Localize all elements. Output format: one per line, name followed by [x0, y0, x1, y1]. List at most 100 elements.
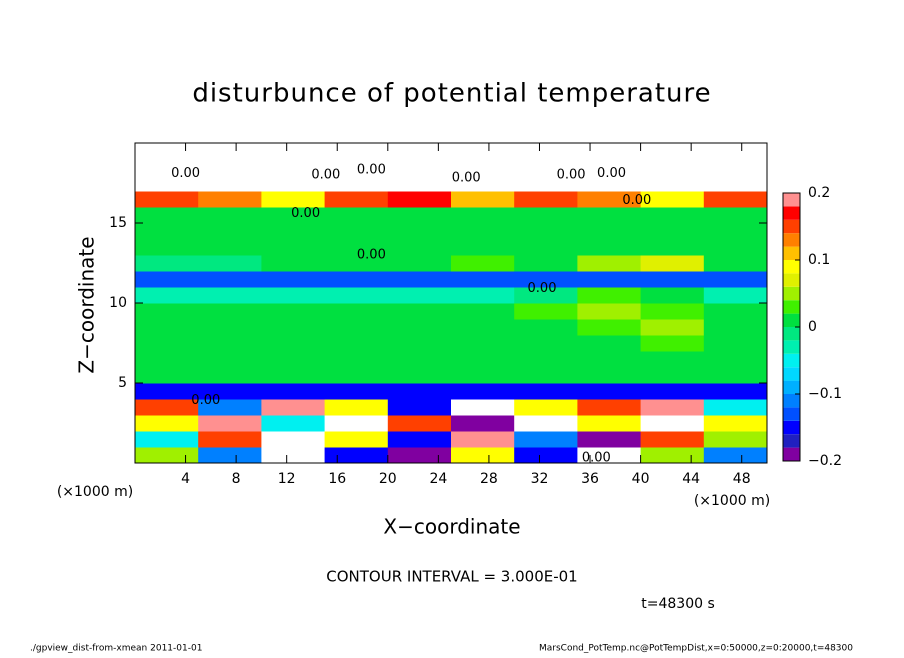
colorbar-segment: [783, 340, 800, 354]
cell: [135, 303, 199, 320]
cell: [514, 143, 578, 160]
x-unit: (×1000 m): [694, 493, 770, 509]
x-tick-label: 48: [733, 471, 751, 487]
cell: [261, 399, 326, 416]
cell: [640, 239, 705, 256]
cell: [577, 175, 642, 192]
cell: [451, 431, 515, 448]
cell: [198, 335, 262, 352]
cell: [451, 335, 515, 352]
cell: [640, 207, 705, 224]
x-tick-label: 36: [581, 471, 599, 487]
cell: [451, 287, 515, 304]
cell: [577, 319, 642, 336]
y-axis-label: Z−coordinate: [75, 236, 99, 373]
cell: [261, 415, 326, 432]
cell: [640, 399, 705, 416]
cell: [135, 207, 199, 224]
contour-label: 0.00: [291, 206, 320, 221]
cell: [324, 447, 389, 464]
cell: [135, 191, 199, 208]
cell: [640, 303, 705, 320]
cell: [703, 143, 768, 160]
cell: [577, 415, 642, 432]
contour-label: 0.00: [582, 451, 611, 466]
colorbar-segment: [783, 260, 800, 274]
cell: [135, 175, 199, 192]
cell: [135, 367, 199, 384]
cell: [387, 207, 452, 224]
cell: [387, 383, 452, 400]
colorbar-segment: [783, 327, 800, 341]
colorbar-segment: [783, 367, 800, 381]
cell: [451, 175, 515, 192]
y-tick-label: 10: [109, 295, 127, 311]
cell: [514, 383, 578, 400]
cell: [324, 175, 389, 192]
cell: [514, 367, 578, 384]
colorbar-tick-label: −0.1: [808, 386, 842, 402]
cell: [514, 399, 578, 416]
cell: [640, 143, 705, 160]
cell: [577, 303, 642, 320]
cell: [451, 399, 515, 416]
colorbar-segment: [783, 407, 800, 421]
colorbar-segment: [783, 273, 800, 287]
cell: [640, 431, 705, 448]
cell: [324, 367, 389, 384]
cell: [703, 351, 768, 368]
cell: [577, 223, 642, 240]
cell: [451, 383, 515, 400]
cell: [261, 255, 326, 272]
cell: [451, 415, 515, 432]
cell: [703, 255, 768, 272]
contour-label: 0.00: [311, 168, 340, 183]
cell: [514, 255, 578, 272]
cell: [577, 287, 642, 304]
cell: [640, 335, 705, 352]
contour-label: 0.00: [191, 393, 220, 408]
cell: [387, 191, 452, 208]
cell: [135, 399, 199, 416]
cell: [135, 271, 199, 288]
cell: [198, 287, 262, 304]
cell: [640, 223, 705, 240]
cell: [703, 367, 768, 384]
cell: [514, 271, 578, 288]
cell: [387, 255, 452, 272]
cell: [640, 191, 705, 208]
cell: [703, 223, 768, 240]
cell: [198, 191, 262, 208]
cell: [261, 239, 326, 256]
cell: [577, 143, 642, 160]
cell: [324, 207, 389, 224]
cell: [261, 303, 326, 320]
cell: [514, 319, 578, 336]
cell: [324, 287, 389, 304]
cell: [577, 399, 642, 416]
cell: [577, 351, 642, 368]
cell: [703, 335, 768, 352]
colorbar-segment: [783, 206, 800, 220]
colorbar-segment: [783, 219, 800, 234]
cell: [387, 287, 452, 304]
cell: [640, 175, 705, 192]
cell: [324, 431, 389, 448]
colorbar-tick-label: 0: [808, 319, 817, 335]
cell: [514, 159, 578, 176]
cell: [135, 239, 199, 256]
x-tick-label: 12: [278, 471, 296, 487]
cell: [640, 319, 705, 336]
cell: [198, 319, 262, 336]
cell: [451, 239, 515, 256]
cell: [640, 159, 705, 176]
cell: [135, 287, 199, 304]
y-unit: (×1000 m): [57, 484, 133, 500]
cell: [261, 431, 326, 448]
cell: [135, 223, 199, 240]
cell: [198, 143, 262, 160]
cell: [324, 159, 389, 176]
cell: [387, 223, 452, 240]
colorbar-segment: [783, 233, 800, 247]
